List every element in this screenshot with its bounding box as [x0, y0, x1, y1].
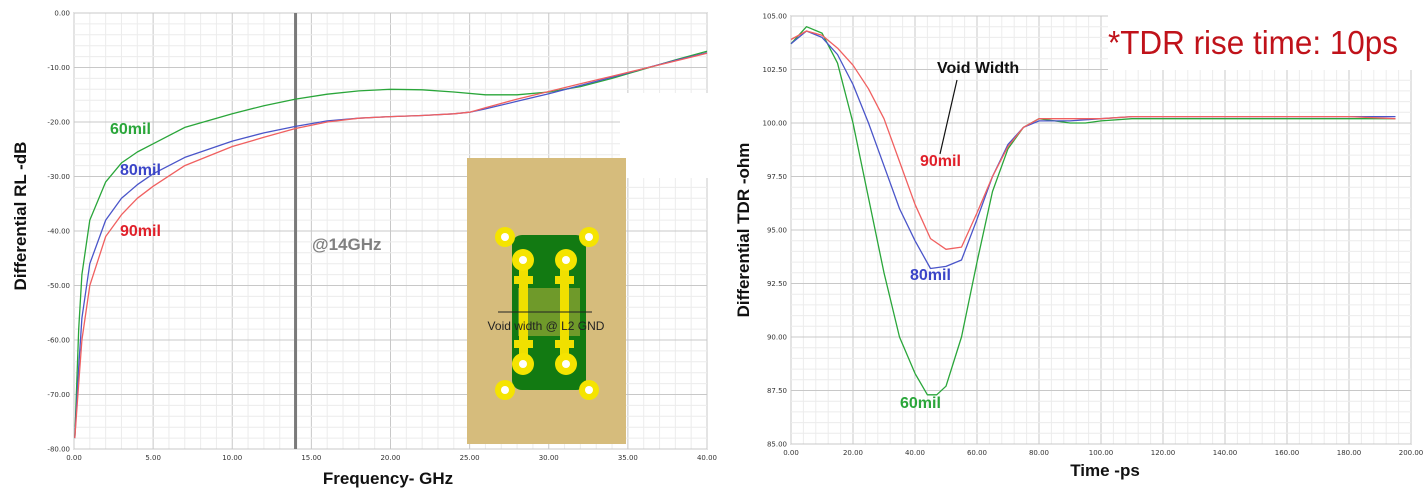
- y-tick-label: 0.00: [54, 10, 70, 18]
- x-tick-label: 5.00: [145, 454, 161, 462]
- x-tick-label: 10.00: [222, 454, 242, 462]
- x-tick-label: 140.00: [1213, 449, 1238, 457]
- y-tick-label: 102.50: [763, 66, 788, 74]
- y-tick-label: 92.50: [767, 280, 787, 288]
- void-width-arrow: [939, 79, 958, 155]
- right-series-lines: [790, 26, 1396, 396]
- y-tick-label: -10.00: [47, 64, 70, 72]
- series-label-90mil: 90mil: [120, 223, 161, 240]
- right-x-ticks: 0.00 20.00 40.00 60.00 80.00 100.00 120.00 140.…: [783, 449, 1423, 457]
- y-tick-label: -80.00: [47, 446, 70, 454]
- inset-vias: [495, 227, 599, 400]
- void-width-inset: Void width @ L2 GND: [467, 158, 626, 444]
- right-x-axis-title: Time -ps: [1070, 461, 1140, 480]
- x-tick-label: 15.00: [301, 454, 321, 462]
- left-series-lines: [74, 50, 708, 439]
- y-tick-label: 97.50: [767, 173, 787, 181]
- x-tick-label: 0.00: [66, 454, 82, 462]
- x-tick-label: 20.00: [380, 454, 400, 462]
- series-label-60mil: 60mil: [110, 121, 151, 138]
- left-y-axis-title: Differential RL -dB: [11, 142, 30, 291]
- inset-traces: [514, 258, 574, 368]
- x-tick-label: 80.00: [1029, 449, 1049, 457]
- x-tick-label: 180.00: [1337, 449, 1362, 457]
- frequency-marker-label: @14GHz: [312, 235, 382, 254]
- y-tick-label: 85.00: [767, 441, 787, 449]
- x-tick-label: 40.00: [905, 449, 925, 457]
- right-grid: [790, 15, 1412, 445]
- return-loss-chart: 0.00 5.00 10.00 15.00 20.00 25.00 30.00 35.00 40…: [11, 10, 717, 489]
- left-x-ticks: 0.00 5.00 10.00 15.00 20.00 25.00 30.00 35.00 40…: [66, 454, 717, 462]
- tdr-chart: 0.00 20.00 40.00 60.00 80.00 100.00 120.00 140.…: [734, 13, 1423, 481]
- x-tick-label: 60.00: [967, 449, 987, 457]
- y-tick-label: 95.00: [767, 227, 787, 235]
- tdr-label-80mil: 80mil: [910, 267, 951, 284]
- y-tick-label: 100.00: [763, 120, 788, 128]
- y-tick-label: -70.00: [47, 391, 70, 399]
- void-width-annotation: Void Width: [937, 60, 1019, 77]
- x-tick-label: 100.00: [1089, 449, 1114, 457]
- x-tick-label: 160.00: [1275, 449, 1300, 457]
- y-tick-label: -40.00: [47, 228, 70, 236]
- left-y-ticks: 0.00 -10.00 -20.00 -30.00 -40.00 -50.00 -60.00…: [47, 10, 70, 454]
- right-y-axis-title: Differential TDR -ohm: [734, 143, 753, 318]
- tdr-title: *TDR rise time: 10ps: [1108, 24, 1398, 61]
- y-tick-label: -50.00: [47, 282, 70, 290]
- inset-label: Void width @ L2 GND: [488, 319, 605, 333]
- x-tick-label: 40.00: [697, 454, 717, 462]
- y-tick-label: -30.00: [47, 173, 70, 181]
- y-tick-label: -60.00: [47, 337, 70, 345]
- tdr-label-60mil: 60mil: [900, 395, 941, 412]
- right-y-ticks: 85.00 87.50 90.00 92.50 95.00 97.50 100.00 102.…: [763, 13, 788, 449]
- series-line-60mil: [74, 50, 708, 439]
- blank-box: [620, 93, 708, 178]
- y-tick-label: 90.00: [767, 334, 787, 342]
- left-x-axis-title: Frequency- GHz: [323, 469, 453, 488]
- x-tick-label: 30.00: [539, 454, 559, 462]
- y-tick-label: 87.50: [767, 387, 787, 395]
- series-label-80mil: 80mil: [120, 162, 161, 179]
- y-tick-label: 105.00: [763, 13, 788, 21]
- x-tick-label: 35.00: [618, 454, 638, 462]
- x-tick-label: 20.00: [843, 449, 863, 457]
- x-tick-label: 200.00: [1399, 449, 1424, 457]
- tdr-label-90mil: 90mil: [920, 153, 961, 170]
- series-line-90mil: [790, 30, 1396, 250]
- series-line-60mil: [790, 26, 1396, 396]
- x-tick-label: 0.00: [783, 449, 799, 457]
- x-tick-label: 25.00: [460, 454, 480, 462]
- x-tick-label: 120.00: [1151, 449, 1176, 457]
- y-tick-label: -20.00: [47, 119, 70, 127]
- series-line-90mil: [74, 52, 708, 439]
- title-backdrop: [1108, 14, 1412, 70]
